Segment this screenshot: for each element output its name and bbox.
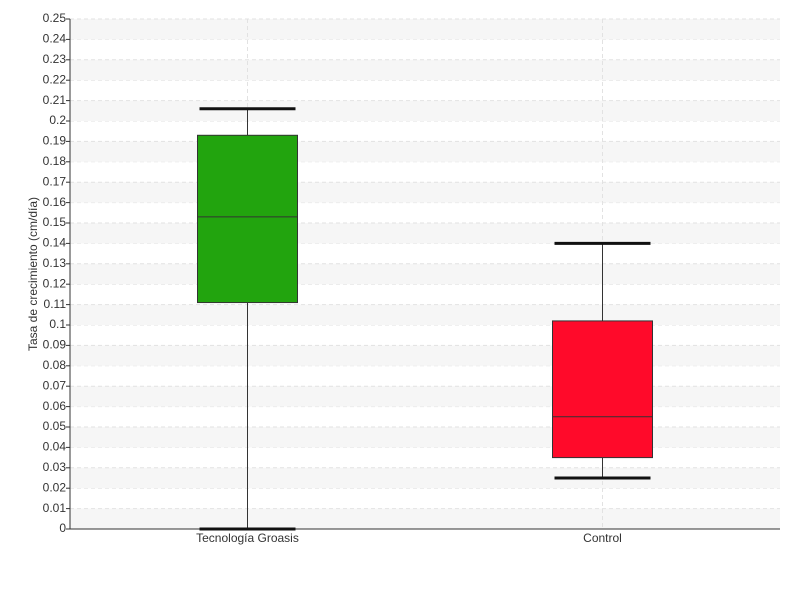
box (197, 134, 298, 304)
y-tick-label: 0.11 (44, 297, 67, 311)
grid-band (70, 508, 780, 529)
y-axis-title: Tasa de crecimiento (cm/día) (26, 197, 40, 351)
y-tick-label: 0.22 (43, 72, 67, 86)
grid-band (70, 467, 780, 489)
y-tick-label: 0.04 (43, 440, 67, 454)
x-tick-label: Tecnología Groasis (196, 531, 299, 545)
box (552, 320, 653, 459)
y-tick-label: 0 (59, 521, 66, 535)
y-tick-label: 0.19 (43, 134, 67, 148)
y-tick-label: 0.01 (43, 501, 67, 515)
y-tick-label: 0.17 (43, 174, 67, 188)
y-tick-label: 0.08 (43, 358, 67, 372)
grid-band (70, 345, 780, 366)
x-tick-label: Control (583, 531, 622, 545)
y-tick-label: 0.09 (43, 338, 67, 352)
grid-band (70, 100, 780, 121)
y-tick-label: 0.15 (43, 215, 67, 229)
y-tick-label: 0.16 (43, 195, 67, 209)
y-tick-label: 0.06 (43, 399, 67, 413)
y-tick-label: 0.14 (43, 236, 67, 250)
grid-band (70, 141, 780, 162)
y-tick-label: 0.2 (49, 113, 66, 127)
y-tick-label: 0.13 (43, 256, 67, 270)
y-tick-label: 0.21 (43, 93, 67, 107)
y-tick-label: 0.02 (43, 480, 67, 494)
y-tick-label: 0.24 (43, 32, 67, 46)
y-tick-label: 0.03 (43, 460, 67, 474)
background (70, 18, 780, 530)
grid-band (70, 427, 780, 448)
y-tick-label: 0.07 (43, 378, 67, 392)
y-tick-label: 0.18 (43, 154, 67, 168)
grid-band (70, 59, 780, 81)
y-tick-label: 0.12 (43, 276, 67, 290)
y-tick-label: 0.23 (43, 52, 67, 66)
grid-band (70, 19, 780, 40)
grid-band (70, 223, 780, 244)
grid-band (70, 182, 780, 203)
grid-band (70, 304, 780, 325)
y-tick-label: 0.1 (49, 317, 66, 331)
y-tick-label: 0.05 (43, 419, 67, 433)
grid-band (70, 263, 780, 285)
y-tick-label: 0.25 (43, 11, 67, 25)
grid-band (70, 386, 780, 407)
